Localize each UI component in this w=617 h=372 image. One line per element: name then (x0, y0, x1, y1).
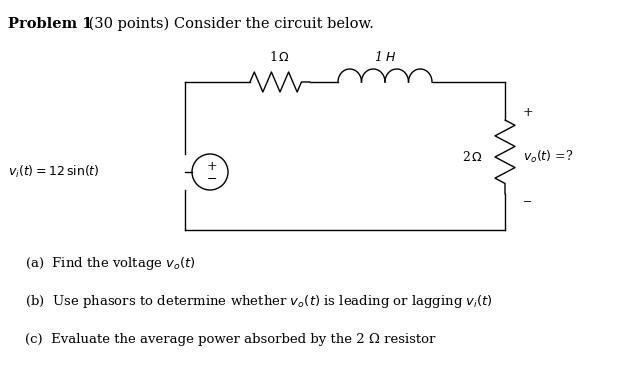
Text: 1$\,\Omega$: 1$\,\Omega$ (270, 50, 291, 64)
Text: Problem 1: Problem 1 (8, 17, 93, 31)
Text: (30 points) Consider the circuit below.: (30 points) Consider the circuit below. (84, 17, 374, 31)
Text: (a)  Find the voltage $v_o(t)$: (a) Find the voltage $v_o(t)$ (25, 256, 196, 273)
Text: −: − (207, 173, 217, 186)
Text: (c)  Evaluate the average power absorbed by the 2 Ω resistor: (c) Evaluate the average power absorbed … (25, 334, 436, 346)
Text: (b)  Use phasors to determine whether $v_o(t)$ is leading or lagging $v_i(t)$: (b) Use phasors to determine whether $v_… (25, 294, 493, 311)
Text: +: + (523, 106, 534, 119)
Text: +: + (207, 160, 217, 173)
Text: $v_o(t)$ =?: $v_o(t)$ =? (523, 149, 573, 165)
Text: 1 $H$: 1 $H$ (373, 50, 397, 64)
Text: 2$\,\Omega$: 2$\,\Omega$ (462, 150, 483, 164)
Text: −: − (523, 197, 532, 207)
Text: $v_i(t) = 12\,\sin(t)$: $v_i(t) = 12\,\sin(t)$ (8, 164, 99, 180)
